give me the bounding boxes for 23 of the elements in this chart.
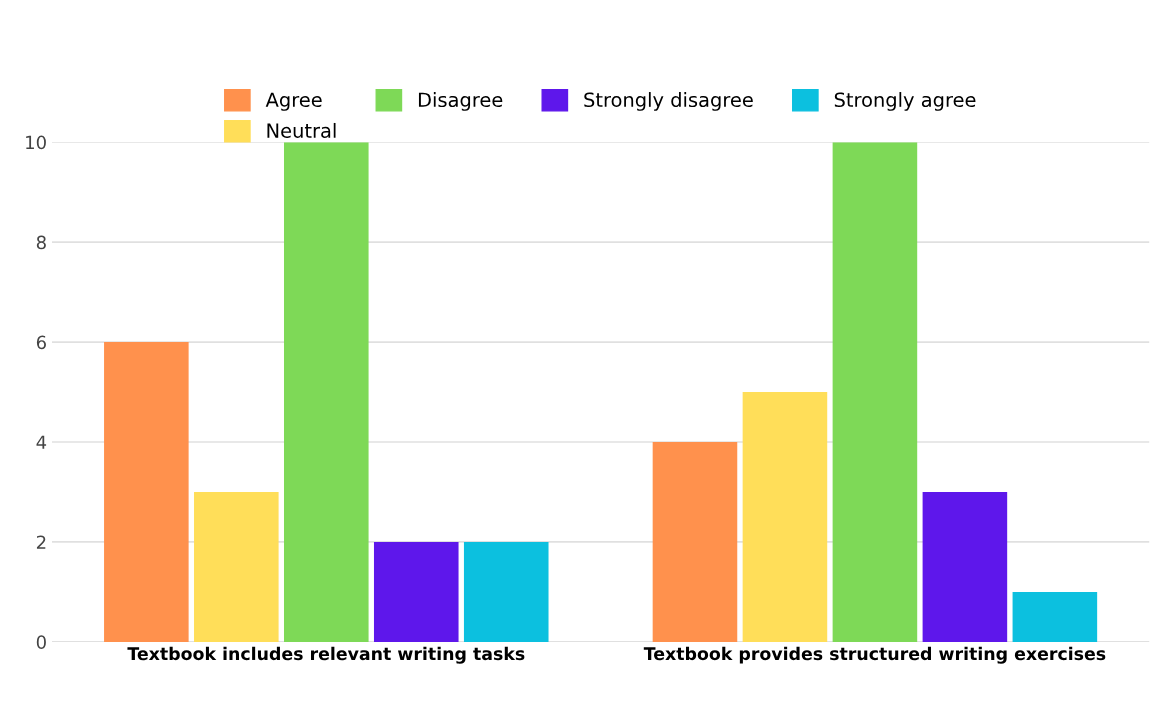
bar [194,491,279,642]
legend-label: Disagree [418,92,503,111]
legend-label: Strongly disagree [584,92,753,111]
y-tick-label: 10 [26,135,46,150]
y-tick-label: 2 [36,535,46,549]
bar [922,491,1008,642]
bar [742,392,828,642]
legend-label: Strongly agree [834,92,976,111]
bar [652,442,738,642]
x-tick-label: Textbook includes relevant writing tasks [127,646,525,664]
y-tick-label: 6 [36,335,46,350]
y-tick-label: 4 [36,435,47,449]
legend-label: Agree [265,92,322,111]
y-tick-label: 8 [36,235,46,250]
y-tick-label: 0 [36,635,46,650]
bar [463,541,549,642]
legend-label: Neutral [267,122,336,139]
bar [1012,591,1098,642]
bar [373,541,459,642]
bar [832,142,918,642]
bar [284,142,369,642]
bar [104,342,189,642]
x-tick-label: Textbook provides structured writing exercises [643,646,1106,664]
